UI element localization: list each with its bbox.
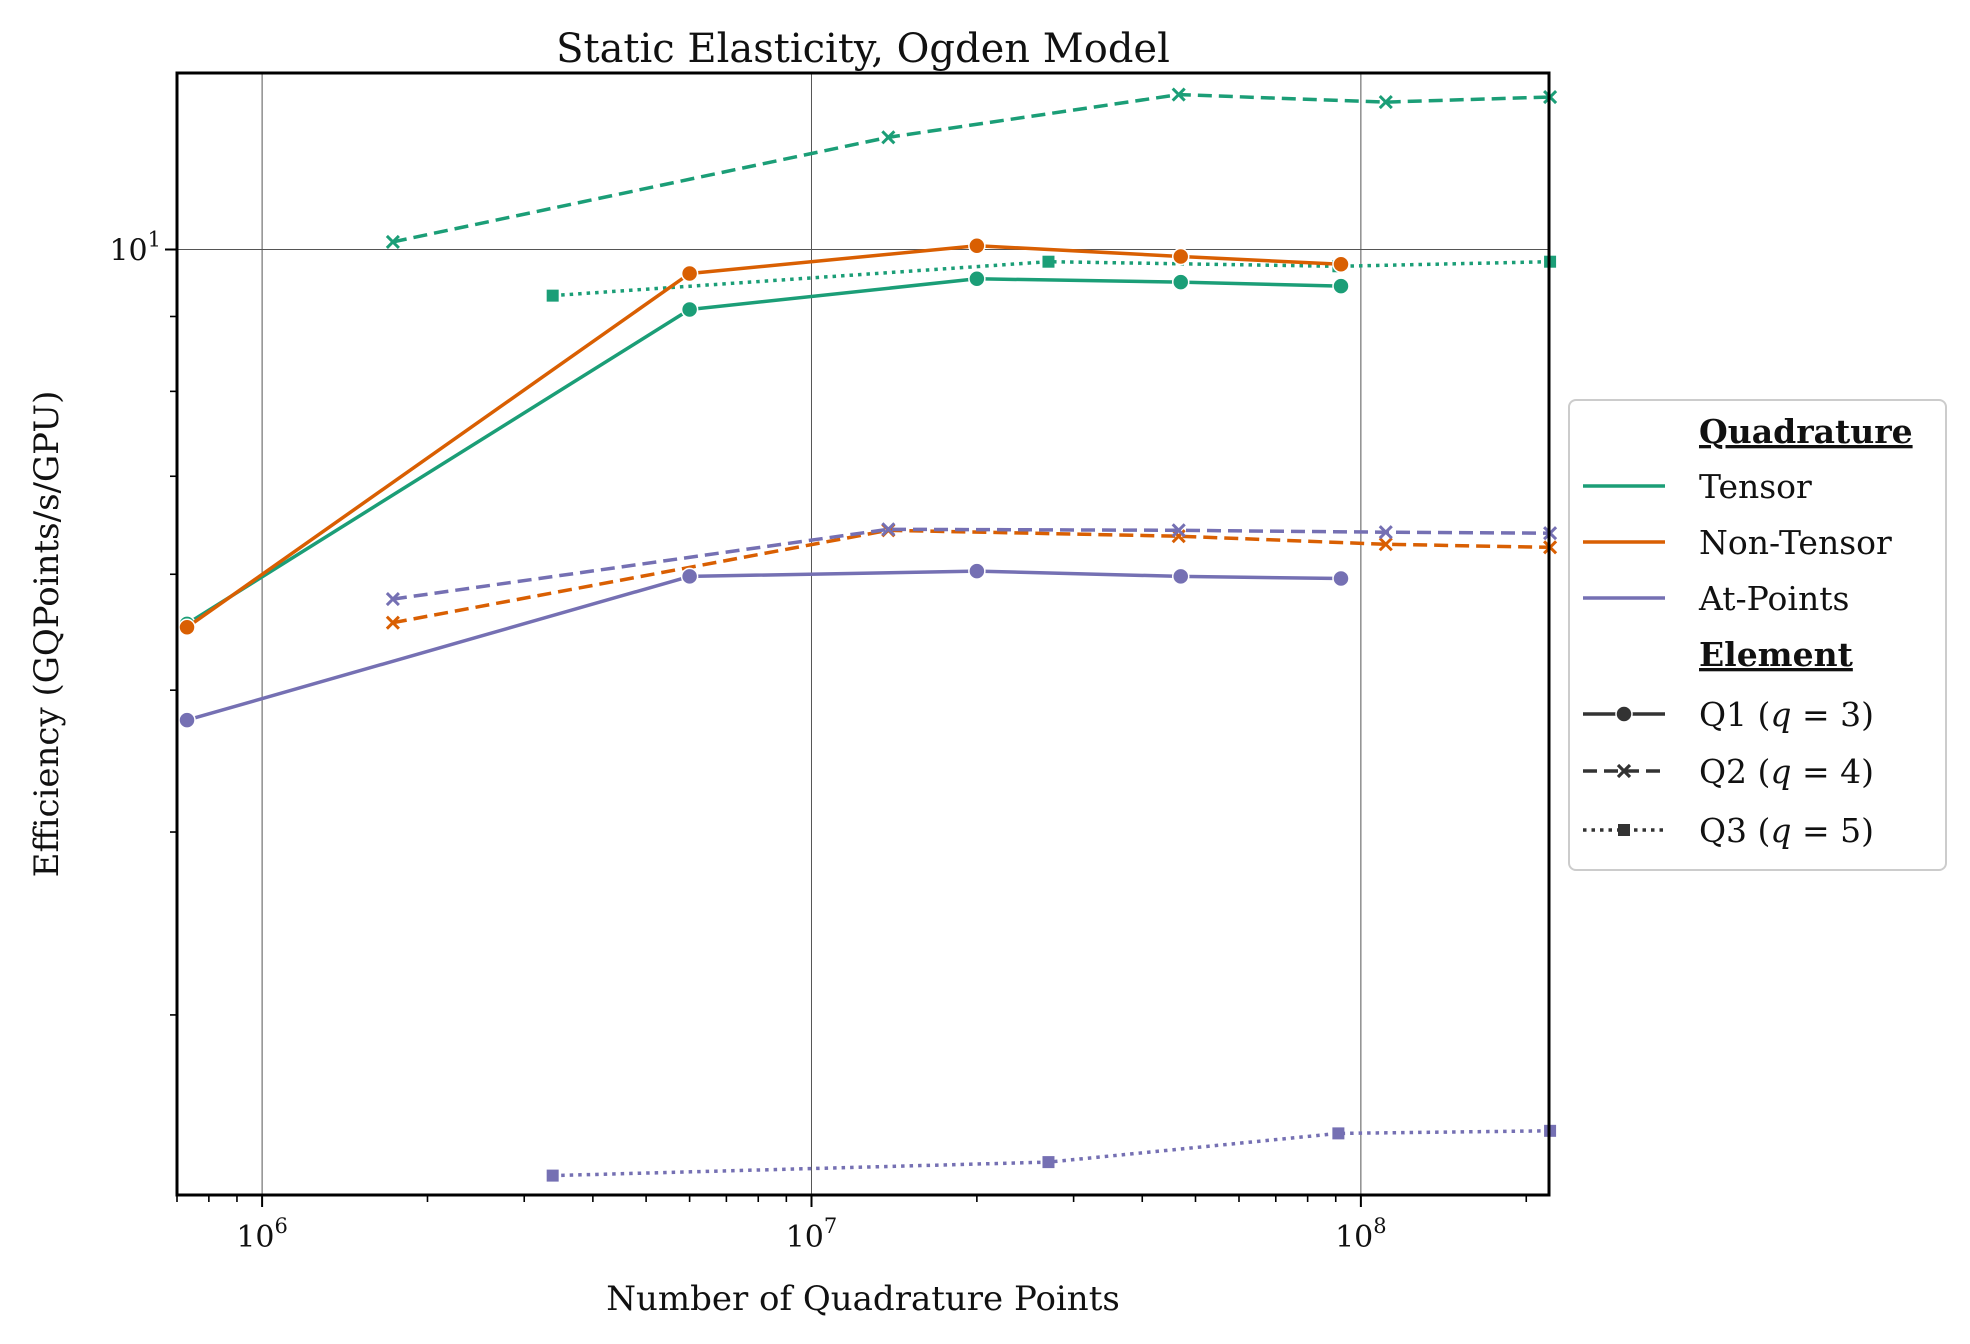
legend-title-quadrature: Quadrature xyxy=(1699,412,1913,451)
y-axis-label: Efficiency (GQPoints/s/GPU) xyxy=(27,391,67,878)
x-tick-label: 108 xyxy=(1335,1214,1387,1255)
legend-label-tensor: Tensor xyxy=(1699,467,1812,506)
chart-title: Static Elasticity, Ogden Model xyxy=(556,26,1170,72)
data-point xyxy=(1332,277,1350,295)
series-line-tensor-q3 xyxy=(552,259,1551,298)
series-line-tensor-q1 xyxy=(186,277,1342,626)
series-at-points-q2 xyxy=(385,522,1558,607)
x-tick-label: 106 xyxy=(236,1214,288,1255)
data-point xyxy=(881,130,896,145)
series-line-tensor-q2 xyxy=(392,92,1551,244)
series-line-at-points-q1 xyxy=(186,569,1342,722)
legend-title-element: Element xyxy=(1699,635,1854,674)
x-axis: 106 107 108 xyxy=(176,1195,1528,1255)
data-point xyxy=(1171,523,1186,538)
legend-label-q1: Q1 (q = 3) xyxy=(1699,695,1874,734)
data-point xyxy=(1171,247,1190,266)
data-point xyxy=(385,234,400,249)
series-layer xyxy=(178,87,1558,1182)
data-point xyxy=(1378,95,1393,110)
y-axis: 101 xyxy=(109,228,177,1016)
data-point xyxy=(385,592,400,607)
data-point xyxy=(1378,525,1393,540)
data-point xyxy=(968,236,986,255)
data-point xyxy=(1042,1156,1055,1169)
data-point xyxy=(968,562,986,580)
data-point xyxy=(178,618,196,637)
series-tensor-q2 xyxy=(385,87,1558,249)
legend-marker-circle xyxy=(1615,705,1633,723)
plot-frame xyxy=(175,71,1551,1197)
x-tick-label: 107 xyxy=(786,1214,838,1255)
data-point xyxy=(680,300,699,319)
data-point xyxy=(680,264,699,283)
data-point xyxy=(1378,537,1393,552)
series-line-at-points-q3 xyxy=(552,1129,1551,1178)
data-point xyxy=(1042,255,1055,268)
x-axis-label: Number of Quadrature Points xyxy=(606,1279,1120,1319)
legend-label-q2: Q2 (q = 4) xyxy=(1699,752,1874,791)
data-point xyxy=(1332,1127,1345,1140)
legend-label-at-points: At-Points xyxy=(1698,579,1849,618)
data-point xyxy=(1332,569,1350,588)
data-point xyxy=(546,1169,559,1182)
series-at-points-q3 xyxy=(546,1124,1557,1182)
data-point xyxy=(178,711,196,729)
legend-marker-x xyxy=(1616,763,1632,779)
data-point xyxy=(1171,567,1190,586)
legend-box xyxy=(1568,399,1947,871)
data-point xyxy=(1171,87,1186,102)
data-point xyxy=(1171,273,1190,291)
data-point xyxy=(1332,255,1350,274)
data-point xyxy=(881,522,896,537)
data-point xyxy=(680,567,699,586)
data-point xyxy=(385,615,400,630)
legend-label-q3: Q3 (q = 5) xyxy=(1699,811,1874,850)
y-tick-label: 101 xyxy=(109,228,161,269)
grid-lines xyxy=(177,73,1549,1195)
series-line-non-tensor-q2 xyxy=(392,528,1551,625)
data-point xyxy=(546,289,559,302)
series-non-tensor-q1 xyxy=(178,236,1350,637)
legend: Quadrature Tensor Non-Tensor At-Points E… xyxy=(1568,399,1947,871)
series-at-points-q1 xyxy=(178,562,1350,729)
legend-label-non-tensor: Non-Tensor xyxy=(1699,523,1892,562)
data-point xyxy=(968,270,986,288)
legend-marker-square xyxy=(1618,824,1630,836)
